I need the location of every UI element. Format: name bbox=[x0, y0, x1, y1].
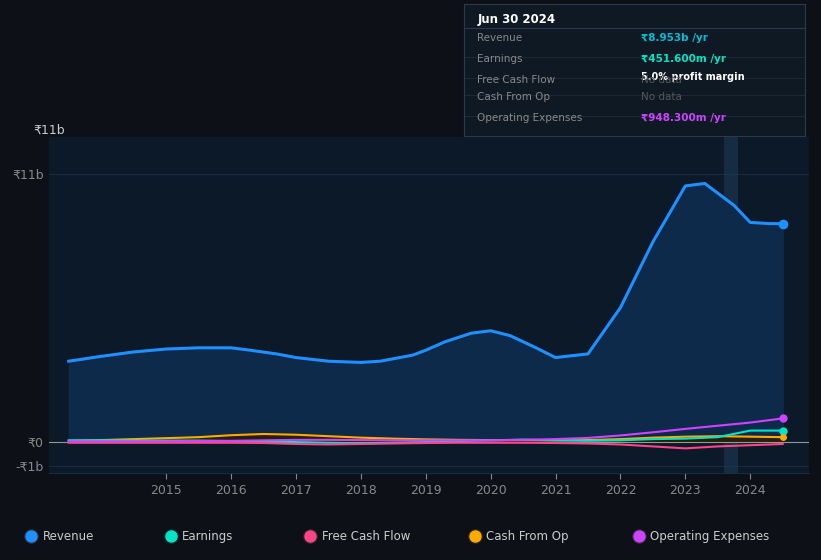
Text: Cash From Op: Cash From Op bbox=[486, 530, 568, 543]
Text: ₹8.953b /yr: ₹8.953b /yr bbox=[641, 33, 708, 43]
Text: Free Cash Flow: Free Cash Flow bbox=[322, 530, 410, 543]
Text: No data: No data bbox=[641, 92, 682, 102]
Text: Earnings: Earnings bbox=[478, 54, 523, 64]
Text: Free Cash Flow: Free Cash Flow bbox=[478, 75, 556, 85]
Text: Cash From Op: Cash From Op bbox=[478, 92, 551, 102]
Text: ₹948.300m /yr: ₹948.300m /yr bbox=[641, 113, 726, 123]
Text: Jun 30 2024: Jun 30 2024 bbox=[478, 13, 556, 26]
Text: ₹11b: ₹11b bbox=[33, 124, 65, 137]
Text: ₹451.600m /yr: ₹451.600m /yr bbox=[641, 54, 726, 64]
Text: No data: No data bbox=[641, 75, 682, 85]
Text: Earnings: Earnings bbox=[182, 530, 234, 543]
Text: Operating Expenses: Operating Expenses bbox=[478, 113, 583, 123]
Text: 5.0% profit margin: 5.0% profit margin bbox=[641, 72, 745, 82]
Text: Revenue: Revenue bbox=[478, 33, 523, 43]
Text: Revenue: Revenue bbox=[43, 530, 94, 543]
Text: Operating Expenses: Operating Expenses bbox=[650, 530, 769, 543]
